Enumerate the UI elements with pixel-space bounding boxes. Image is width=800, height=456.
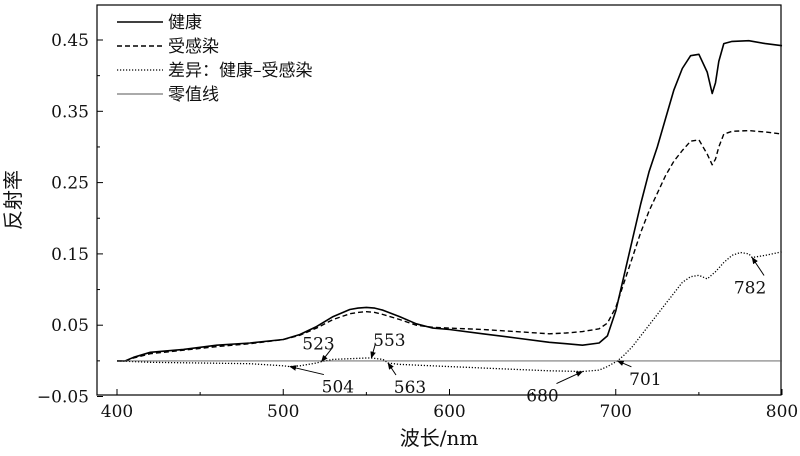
annotation-arrow — [616, 360, 632, 368]
legend-label: 健康 — [168, 13, 202, 33]
series-line-2 — [116, 251, 783, 373]
x-tick-label: 400 — [101, 402, 133, 422]
y-tick-label: 0.05 — [51, 316, 89, 336]
y-tick-label: 0.15 — [51, 245, 89, 265]
annotation-arrow — [751, 256, 765, 276]
series-line-1 — [117, 129, 783, 362]
annotation-arrow — [370, 343, 376, 359]
annotation-arrow — [387, 362, 397, 376]
annotation-label: 782 — [734, 278, 766, 298]
annotation-label: 680 — [526, 387, 558, 407]
legend-label: 零值线 — [168, 85, 219, 105]
x-tick-label: 600 — [433, 402, 465, 422]
plot-frame — [96, 4, 782, 396]
y-tick-label: 0.45 — [51, 31, 89, 51]
y-tick-label: −0.05 — [37, 388, 89, 408]
axis-ticks: 400 500 600 700 800 −0.05 0.05 0.15 0.25 0.35 0.45 — [37, 31, 798, 422]
annotation-arrow — [556, 371, 584, 384]
annotation-label: 523 — [302, 335, 334, 355]
y-tick-label: 0.25 — [51, 174, 89, 194]
series-group — [116, 39, 783, 373]
x-tick-label: 800 — [766, 402, 798, 422]
annotation-label: 553 — [373, 331, 405, 351]
annotation-label: 701 — [629, 370, 661, 390]
annotation-label: 504 — [322, 378, 354, 398]
annotation-arrow — [289, 365, 325, 376]
y-axis-title: 反射率 — [1, 170, 25, 230]
x-tick-label: 700 — [600, 402, 632, 422]
annotations: 523 553 504 563 680 701 782 — [289, 256, 766, 407]
legend-label: 差异：健康–受感染 — [168, 61, 313, 81]
y-tick-label: 0.35 — [51, 102, 89, 122]
x-tick-label: 500 — [267, 402, 299, 422]
legend-label: 受感染 — [168, 37, 219, 57]
annotation-label: 563 — [394, 378, 426, 398]
x-axis-title: 波长/nm — [400, 426, 479, 450]
annotation-arrow — [321, 347, 333, 363]
